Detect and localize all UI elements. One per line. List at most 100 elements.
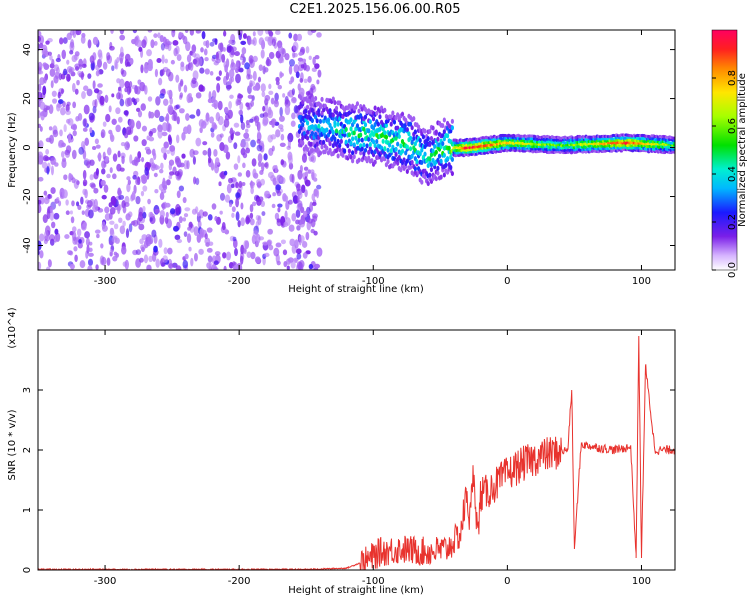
x-tick-label: -200 xyxy=(228,276,251,287)
spectrogram-cell xyxy=(120,141,126,147)
spectrogram-cell xyxy=(60,88,64,94)
spectrogram-ridge-cell xyxy=(396,160,400,166)
spectrogram-cell xyxy=(126,85,131,95)
spectrogram-cell xyxy=(252,85,259,91)
spectrogram-cell xyxy=(284,99,291,108)
spectrogram-cell xyxy=(125,126,132,136)
spectrogram-cell xyxy=(287,257,294,263)
spectrogram-cell xyxy=(82,169,87,180)
spectrogram-cell xyxy=(147,96,153,102)
spectrogram-cell xyxy=(121,155,125,165)
spectrogram-cell xyxy=(101,168,106,175)
spectrogram-ridge-cell xyxy=(429,152,434,158)
spectrogram-cell xyxy=(290,76,295,83)
spectrogram-ridge-cell xyxy=(384,122,389,128)
spectrogram-ridge-cell xyxy=(360,137,364,143)
spectrogram-ridge-cell xyxy=(389,148,393,154)
spectrogram-cell xyxy=(245,147,251,154)
spectrogram-cell xyxy=(135,97,140,103)
spectrogram-cell xyxy=(114,237,120,244)
spectrogram-cell xyxy=(155,258,160,268)
spectrogram-cell xyxy=(252,37,257,46)
spectrogram-cell xyxy=(87,258,94,266)
spectrogram-cell xyxy=(296,253,302,260)
spectrogram-cell xyxy=(127,179,132,186)
spectrogram-cell xyxy=(148,255,153,263)
spectrogram-cell xyxy=(317,69,322,78)
spectrogram-ridge-cell xyxy=(400,148,405,154)
spectrogram-cell xyxy=(147,198,151,205)
spectrogram-cell xyxy=(109,252,113,257)
spectrogram-cell xyxy=(233,163,239,170)
spectrogram-cell xyxy=(182,217,187,222)
spectrogram-cell xyxy=(119,30,125,35)
y-tick-label: 3 xyxy=(22,387,33,393)
spectrogram-cell xyxy=(212,267,219,270)
spectrogram-cell xyxy=(161,202,166,211)
spectrogram-cell xyxy=(138,257,144,263)
spectrogram-cell xyxy=(135,177,140,186)
spectrogram-cell xyxy=(267,106,272,116)
spectrogram-ridge-cell xyxy=(442,129,446,135)
spectrogram-ridge-cell xyxy=(404,150,408,156)
spectrogram-cell xyxy=(165,211,169,219)
spectrogram-cell xyxy=(305,231,310,241)
spectrogram-cell xyxy=(204,68,210,75)
spectrogram-ridge-cell xyxy=(318,150,323,156)
spectrogram-ridge-cell xyxy=(375,139,379,145)
spectrogram-cell xyxy=(164,202,171,208)
spectrogram-cell xyxy=(271,203,276,209)
spectrogram-cell xyxy=(185,64,190,72)
spectrogram-cell xyxy=(66,59,70,65)
spectrogram-cell xyxy=(209,116,215,124)
spectrogram-cell xyxy=(146,162,152,168)
spectrogram-cell xyxy=(291,213,297,222)
spectrogram-cell xyxy=(95,70,100,77)
spectrogram-ridge-cell xyxy=(336,138,340,144)
spectrogram-cell xyxy=(205,39,210,49)
spectrogram-cell xyxy=(102,151,106,160)
spectrogram-cell xyxy=(77,112,83,121)
spectrogram-ridge-cell xyxy=(408,121,413,127)
spectrogram-cell xyxy=(290,97,297,104)
spectrogram-cell xyxy=(118,194,125,200)
spectrogram-cell xyxy=(215,76,221,81)
spectrogram-cell xyxy=(243,132,250,139)
spectrogram-cell xyxy=(267,35,274,46)
spectrogram-cell xyxy=(95,167,100,176)
spectrogram-cell xyxy=(241,181,246,187)
spectrogram-cell xyxy=(231,76,235,83)
spectrogram-cell xyxy=(201,31,206,40)
spectrogram-cell xyxy=(87,265,93,270)
spectrogram-cell xyxy=(63,174,68,181)
spectrogram-cell xyxy=(315,188,320,199)
spectrogram-cell xyxy=(257,153,263,163)
spectrogram-ridge-cell xyxy=(426,163,430,169)
spectrogram-cell xyxy=(276,190,282,197)
spectrogram-cell xyxy=(235,181,239,189)
spectrogram-cell xyxy=(233,122,240,128)
spectrogram-ridge-cell xyxy=(318,102,323,108)
spectrogram-cell xyxy=(258,236,265,241)
spectrogram-cell xyxy=(110,30,114,34)
spectrogram-cell xyxy=(92,205,98,213)
spectrogram-ridge-cell xyxy=(450,125,454,131)
spectrogram-cell xyxy=(39,126,43,132)
spectrogram-ridge-cell xyxy=(334,148,339,154)
spectrogram-ridge-cell xyxy=(349,140,353,146)
spectrogram-cell xyxy=(63,68,68,76)
spectrogram-cell xyxy=(265,58,272,67)
spectrogram-cell xyxy=(94,98,98,108)
spectrogram-ridge-cell xyxy=(672,139,675,143)
spectrogram-cell xyxy=(159,34,164,43)
spectrogram-ridge-cell xyxy=(428,141,432,147)
spectrogram-cell xyxy=(199,126,203,134)
spectrogram-cell xyxy=(206,227,213,233)
spectrogram-cell xyxy=(109,45,115,51)
spectrogram-cell xyxy=(303,166,309,171)
spectrogram-cell xyxy=(182,196,187,204)
spectrogram-cell xyxy=(184,30,189,34)
x-tick-label: -200 xyxy=(228,576,251,587)
spectrogram-cell xyxy=(291,112,296,120)
spectrogram-ridge-cell xyxy=(367,149,371,155)
